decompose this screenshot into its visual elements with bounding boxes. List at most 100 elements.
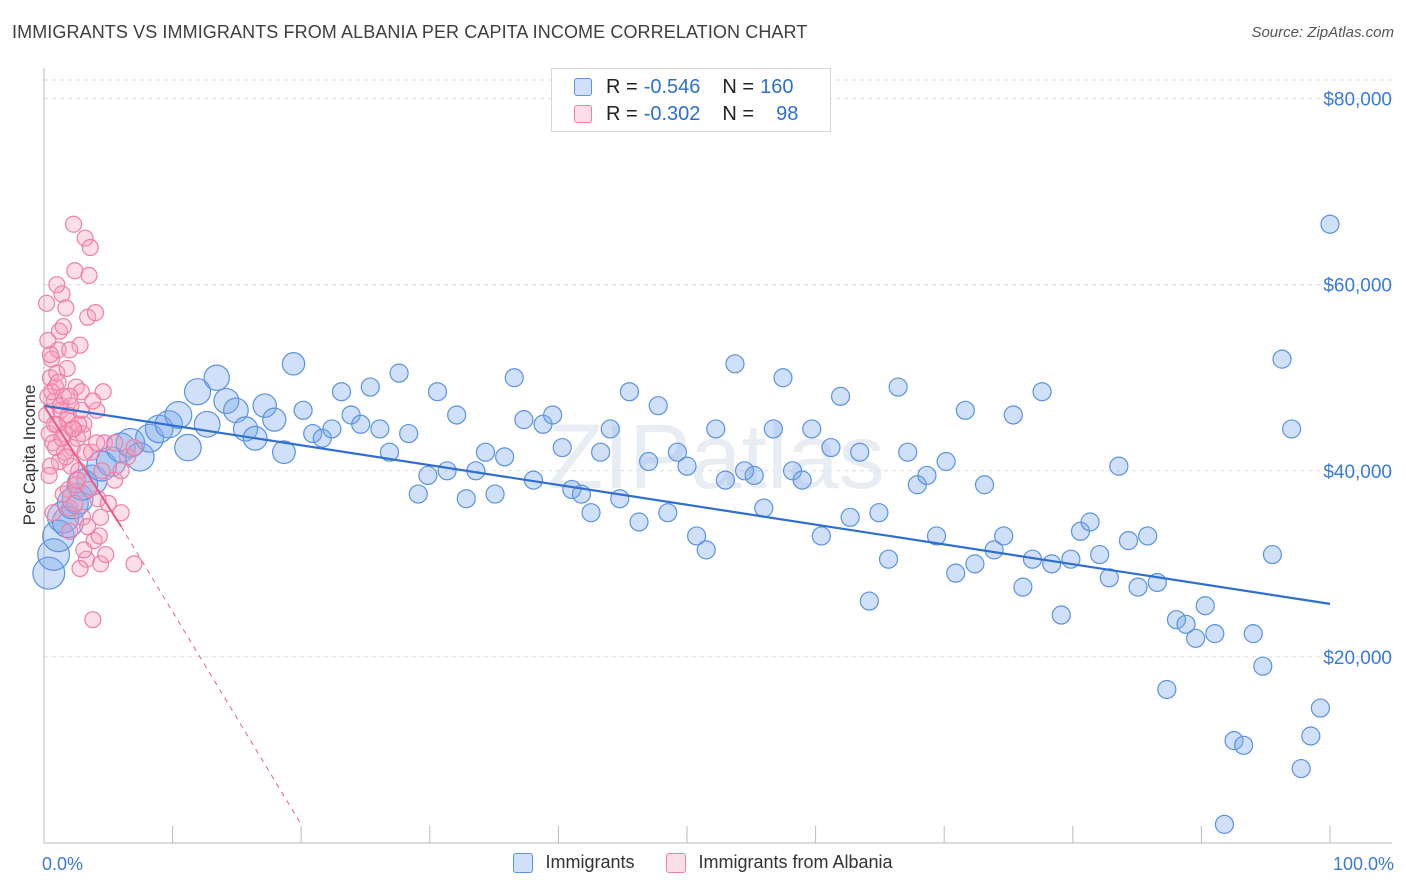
data-point [90, 527, 108, 545]
data-point [917, 465, 937, 486]
data-point [639, 451, 659, 472]
trend-line-albania-extrapolated [120, 526, 302, 825]
legend-item-albania[interactable]: Immigrants from Albania [666, 852, 893, 873]
data-point [97, 545, 115, 564]
data-point [495, 447, 515, 467]
data-point [840, 507, 860, 527]
data-point [763, 419, 783, 439]
data-point [213, 387, 240, 415]
stats-legend: R = -0.546 N = 160 R = -0.302 N = 98 [551, 68, 831, 132]
data-point [37, 538, 71, 571]
data-point [696, 540, 716, 560]
data-point [1013, 577, 1033, 597]
data-point [61, 522, 79, 540]
data-point [252, 393, 278, 418]
data-point [619, 382, 640, 402]
data-point [946, 563, 966, 583]
data-point [1195, 596, 1215, 616]
data-point [106, 434, 124, 452]
data-point [73, 508, 92, 526]
data-point [456, 489, 476, 509]
legend-swatch-blue [513, 852, 534, 873]
data-point [1176, 614, 1196, 634]
data-point [686, 526, 707, 546]
data-point [955, 400, 975, 420]
legend-item-immigrants[interactable]: Immigrants [513, 852, 634, 873]
data-point [1166, 610, 1187, 630]
data-point [53, 285, 71, 303]
data-point [66, 494, 84, 512]
legend-label: Immigrants [545, 852, 635, 872]
data-point [57, 299, 75, 317]
data-point [1291, 758, 1311, 779]
data-point [1272, 349, 1292, 369]
data-point [71, 559, 89, 578]
data-point [802, 419, 822, 439]
data-point [850, 442, 870, 462]
data-point [49, 373, 67, 392]
data-point [830, 386, 851, 406]
data-point [994, 526, 1014, 546]
data-point [61, 387, 79, 405]
data-point [32, 556, 66, 590]
data-point [581, 503, 601, 523]
data-point [351, 414, 371, 434]
data-point [1157, 679, 1177, 700]
data-point [1320, 214, 1340, 234]
n-label: N = [722, 75, 755, 98]
data-point [408, 484, 428, 504]
data-point [648, 396, 668, 416]
data-point [936, 451, 956, 472]
data-point [1128, 577, 1148, 597]
data-point [93, 462, 111, 480]
r-label: R = [606, 75, 638, 98]
data-point [754, 498, 774, 518]
r-label: R = [606, 102, 638, 125]
data-point [106, 471, 124, 489]
data-point [370, 419, 390, 439]
data-point [811, 526, 831, 546]
data-point [61, 341, 79, 359]
n-label: N = [722, 102, 755, 125]
y-tick-label: $60,000 [1323, 276, 1392, 297]
data-point [1118, 530, 1139, 551]
data-point [86, 304, 105, 322]
data-point [303, 423, 323, 444]
data-point [869, 503, 889, 523]
data-point [62, 457, 80, 475]
data-point [677, 456, 697, 476]
data-point [1042, 554, 1062, 574]
data-point [1253, 656, 1273, 676]
series-legend: Immigrants Immigrants from Albania [0, 852, 1406, 873]
data-point [1214, 814, 1235, 834]
data-point [878, 549, 899, 569]
source-label: Source: ZipAtlas.com [1251, 24, 1394, 41]
data-point [1051, 605, 1071, 625]
data-point [79, 518, 97, 536]
data-point [183, 378, 212, 406]
data-point [418, 465, 438, 486]
grid-lines [44, 79, 1392, 658]
data-point [61, 499, 79, 517]
data-point [543, 405, 563, 425]
y-tick-label: $80,000 [1323, 90, 1392, 111]
legend-swatch-pink [574, 105, 592, 123]
data-point [84, 392, 102, 410]
data-point [629, 512, 649, 532]
data-point [1032, 382, 1052, 402]
data-point [773, 368, 793, 388]
data-point [821, 437, 841, 458]
data-point [1310, 698, 1331, 718]
data-point [76, 443, 94, 461]
data-point [965, 554, 985, 574]
chart-title: IMMIGRANTS VS IMMIGRANTS FROM ALBANIA PE… [12, 22, 808, 42]
data-point [174, 433, 202, 462]
data-point [888, 377, 908, 397]
data-point [360, 377, 380, 397]
legend-swatch-pink [666, 852, 687, 873]
data-point [1301, 726, 1321, 746]
data-point [504, 368, 524, 388]
stats-row-albania: R = -0.302 N = 98 [574, 102, 798, 126]
data-point [706, 419, 726, 439]
data-point [591, 442, 611, 462]
